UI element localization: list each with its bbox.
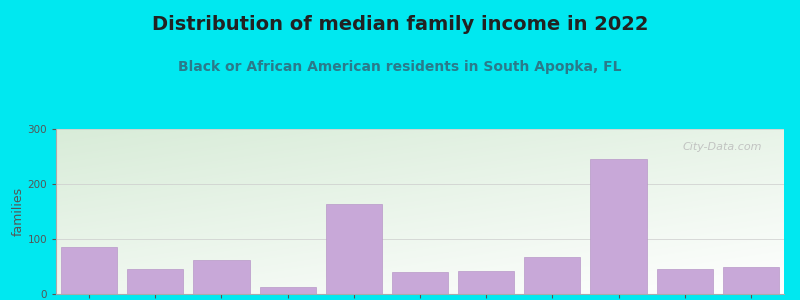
- Y-axis label: families: families: [11, 187, 25, 236]
- Bar: [259, 287, 316, 294]
- Text: Black or African American residents in South Apopka, FL: Black or African American residents in S…: [178, 60, 622, 74]
- Bar: [194, 260, 250, 294]
- Bar: [326, 204, 382, 294]
- Bar: [722, 266, 779, 294]
- Bar: [392, 272, 448, 294]
- Bar: [524, 256, 581, 294]
- Bar: [458, 271, 514, 294]
- Bar: [590, 159, 646, 294]
- Bar: [127, 269, 183, 294]
- Text: Distribution of median family income in 2022: Distribution of median family income in …: [152, 15, 648, 34]
- Bar: [61, 247, 118, 294]
- Text: City-Data.com: City-Data.com: [682, 142, 762, 152]
- Bar: [657, 269, 713, 294]
